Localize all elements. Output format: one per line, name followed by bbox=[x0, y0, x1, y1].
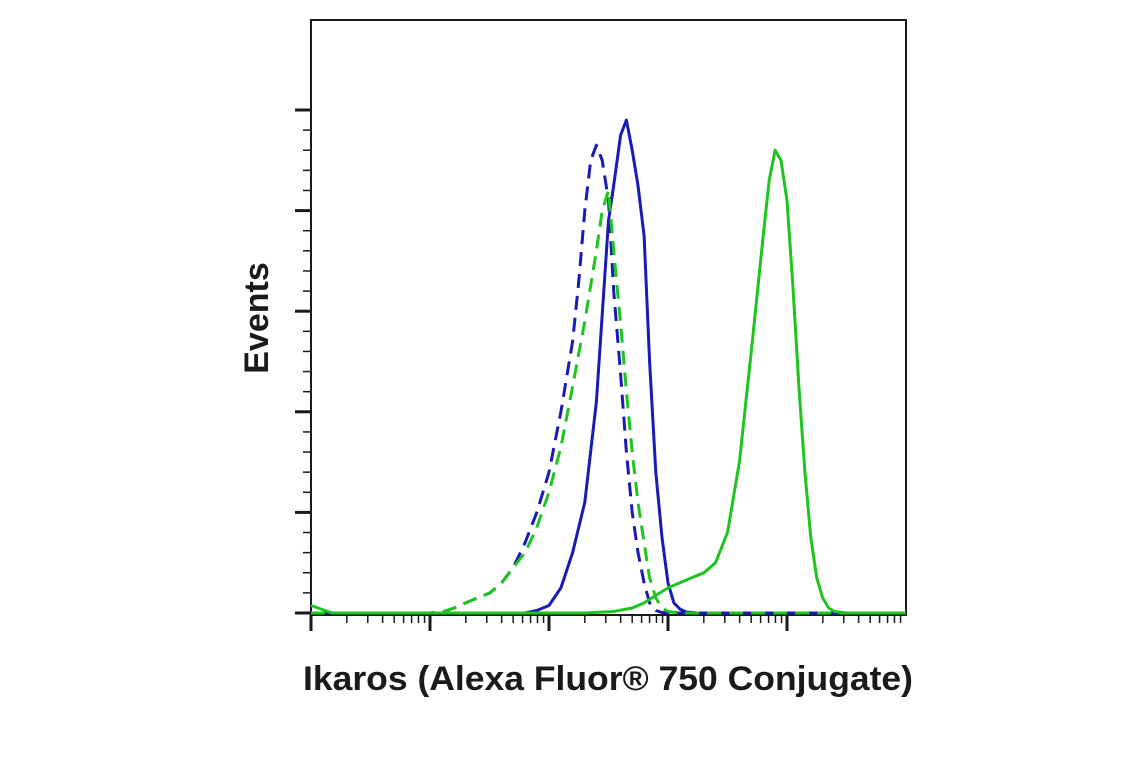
y-axis-ticks bbox=[295, 108, 311, 615]
x-axis-ticks bbox=[309, 615, 902, 631]
x-axis-title: Ikaros (Alexa Fluor® 750 Conjugate) bbox=[303, 660, 913, 698]
plot-frame bbox=[310, 19, 907, 616]
series-line-3 bbox=[311, 189, 906, 615]
series-group bbox=[310, 118, 906, 615]
y-axis-title: Events bbox=[238, 262, 276, 374]
series-line-4 bbox=[310, 148, 906, 615]
